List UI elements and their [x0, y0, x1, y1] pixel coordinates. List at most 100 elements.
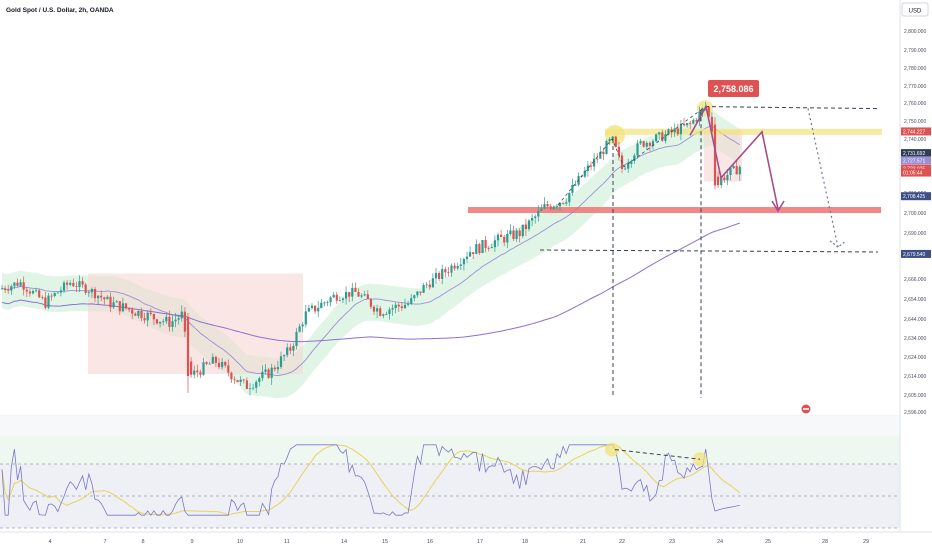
- time-tick-label: 28: [822, 539, 828, 545]
- candle-body: [670, 129, 673, 133]
- candle-body: [165, 316, 168, 322]
- price-tick-label: 2,690.000: [904, 231, 926, 237]
- projection-path: [689, 104, 779, 210]
- candle-body: [512, 230, 515, 239]
- candle-body: [661, 132, 664, 141]
- bearish-cloud: [88, 273, 303, 375]
- candle-body: [397, 304, 400, 307]
- candle-body: [295, 331, 298, 346]
- candle-body: [59, 290, 62, 293]
- candle-body: [676, 128, 679, 135]
- candle-body: [128, 308, 131, 310]
- candle-body: [106, 296, 109, 300]
- logo-icon: [801, 404, 811, 414]
- price-tick-label: 2,800.000: [904, 29, 926, 35]
- time-tick-label: 22: [619, 539, 625, 545]
- candle-body: [360, 295, 363, 297]
- time-tick-label: 8: [141, 539, 144, 545]
- candle-body: [78, 281, 81, 288]
- candle-body: [630, 160, 633, 164]
- time-axis-background[interactable]: [0, 532, 932, 550]
- candle-body: [329, 297, 332, 303]
- candle-body: [44, 297, 47, 308]
- candle-body: [472, 252, 475, 255]
- candle-body: [180, 311, 183, 319]
- time-axis-labels: 4 7 8 9 10 11 14 15 16 17 18 21 22 23 24 25 28 29: [48, 539, 869, 545]
- candle-body: [317, 308, 320, 312]
- candle-body: [645, 142, 648, 147]
- candle-body: [56, 292, 59, 294]
- candle-body: [385, 313, 388, 315]
- candle-body: [707, 106, 710, 117]
- candle-body: [574, 184, 577, 186]
- candle-body: [0, 288, 4, 290]
- price-tick-label: 2,740.000: [904, 137, 926, 143]
- candle-body: [236, 380, 239, 382]
- candle-body: [658, 132, 661, 135]
- price-badge-label: 2,708.425: [903, 194, 925, 200]
- time-tick-label: 21: [580, 539, 586, 545]
- candle-body: [345, 292, 348, 299]
- price-badges: 2,744.2272,731.6922,727.5712,723.02501:0…: [901, 127, 931, 258]
- candle-body: [162, 321, 165, 323]
- candle-body: [332, 294, 335, 298]
- time-tick-label: 15: [382, 539, 388, 545]
- candle-body: [611, 136, 614, 140]
- price-axis-background[interactable]: [900, 0, 932, 532]
- candle-body: [276, 367, 279, 370]
- candle-body: [413, 295, 416, 299]
- candle-body: [422, 284, 425, 293]
- candle-body: [72, 282, 75, 287]
- pane-separator[interactable]: [0, 416, 900, 436]
- candle-body: [490, 247, 493, 249]
- candle-body: [366, 294, 369, 300]
- candle-body: [245, 380, 248, 389]
- price-badge: [901, 156, 931, 165]
- candle-body: [633, 155, 636, 161]
- candle-body: [121, 303, 124, 312]
- time-tick-label: 18: [522, 539, 528, 545]
- price-badge: [901, 127, 931, 136]
- price-tick-label: 2,644.000: [904, 317, 926, 323]
- candle-body: [546, 204, 549, 207]
- candle-body: [301, 324, 304, 327]
- candle-body: [627, 163, 630, 169]
- candle-body: [720, 177, 723, 186]
- candle-body: [394, 304, 397, 309]
- candle-body: [363, 294, 366, 296]
- price-tick-label: 2,614.000: [904, 374, 926, 380]
- candle-body: [97, 295, 100, 299]
- currency-button[interactable]: USD: [901, 2, 929, 17]
- candle-body: [521, 224, 524, 237]
- candle-body: [562, 202, 565, 204]
- price-badge: [901, 249, 931, 258]
- candle-body: [155, 319, 159, 324]
- candle-body: [93, 288, 97, 299]
- currency-button-frame[interactable]: [901, 2, 929, 17]
- candle-body: [617, 146, 620, 156]
- candle-body: [496, 234, 500, 241]
- candle-body: [304, 311, 307, 325]
- price-badge: [901, 192, 931, 201]
- candle-body: [357, 291, 360, 297]
- dotted-projection: [807, 108, 839, 248]
- low-level-line: [539, 249, 879, 253]
- candle-body: [673, 128, 676, 133]
- candle-body: [475, 244, 478, 255]
- candle-body: [31, 291, 35, 294]
- price-tick-label: 2,624.000: [904, 355, 926, 361]
- candle-body: [310, 305, 314, 309]
- candle-body: [738, 166, 741, 175]
- candle-body: [47, 295, 50, 308]
- rsi-divergence-line: [614, 449, 701, 460]
- candle-body: [227, 365, 230, 373]
- candle-body: [53, 293, 56, 297]
- candle-body: [726, 174, 729, 181]
- candle-body: [273, 367, 276, 370]
- candle-body: [69, 282, 72, 285]
- candle-body: [159, 321, 162, 324]
- candle-body: [487, 248, 490, 249]
- candle-body: [186, 317, 190, 376]
- candle-body: [434, 273, 438, 279]
- currency-label[interactable]: USD: [909, 9, 922, 15]
